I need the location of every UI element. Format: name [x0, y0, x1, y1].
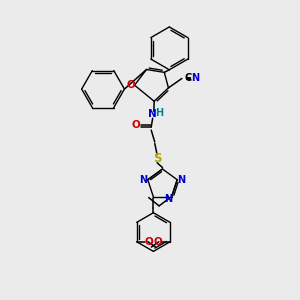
Text: O: O [145, 237, 154, 247]
Text: N: N [140, 175, 148, 185]
Text: N: N [148, 109, 157, 119]
Text: N: N [191, 73, 199, 83]
Text: N: N [164, 194, 172, 204]
Text: S: S [153, 152, 162, 165]
Text: N: N [177, 175, 185, 185]
Text: O: O [132, 120, 141, 130]
Text: O: O [126, 80, 135, 90]
Text: C: C [184, 73, 191, 83]
Text: O: O [153, 237, 162, 247]
Text: H: H [155, 108, 163, 118]
